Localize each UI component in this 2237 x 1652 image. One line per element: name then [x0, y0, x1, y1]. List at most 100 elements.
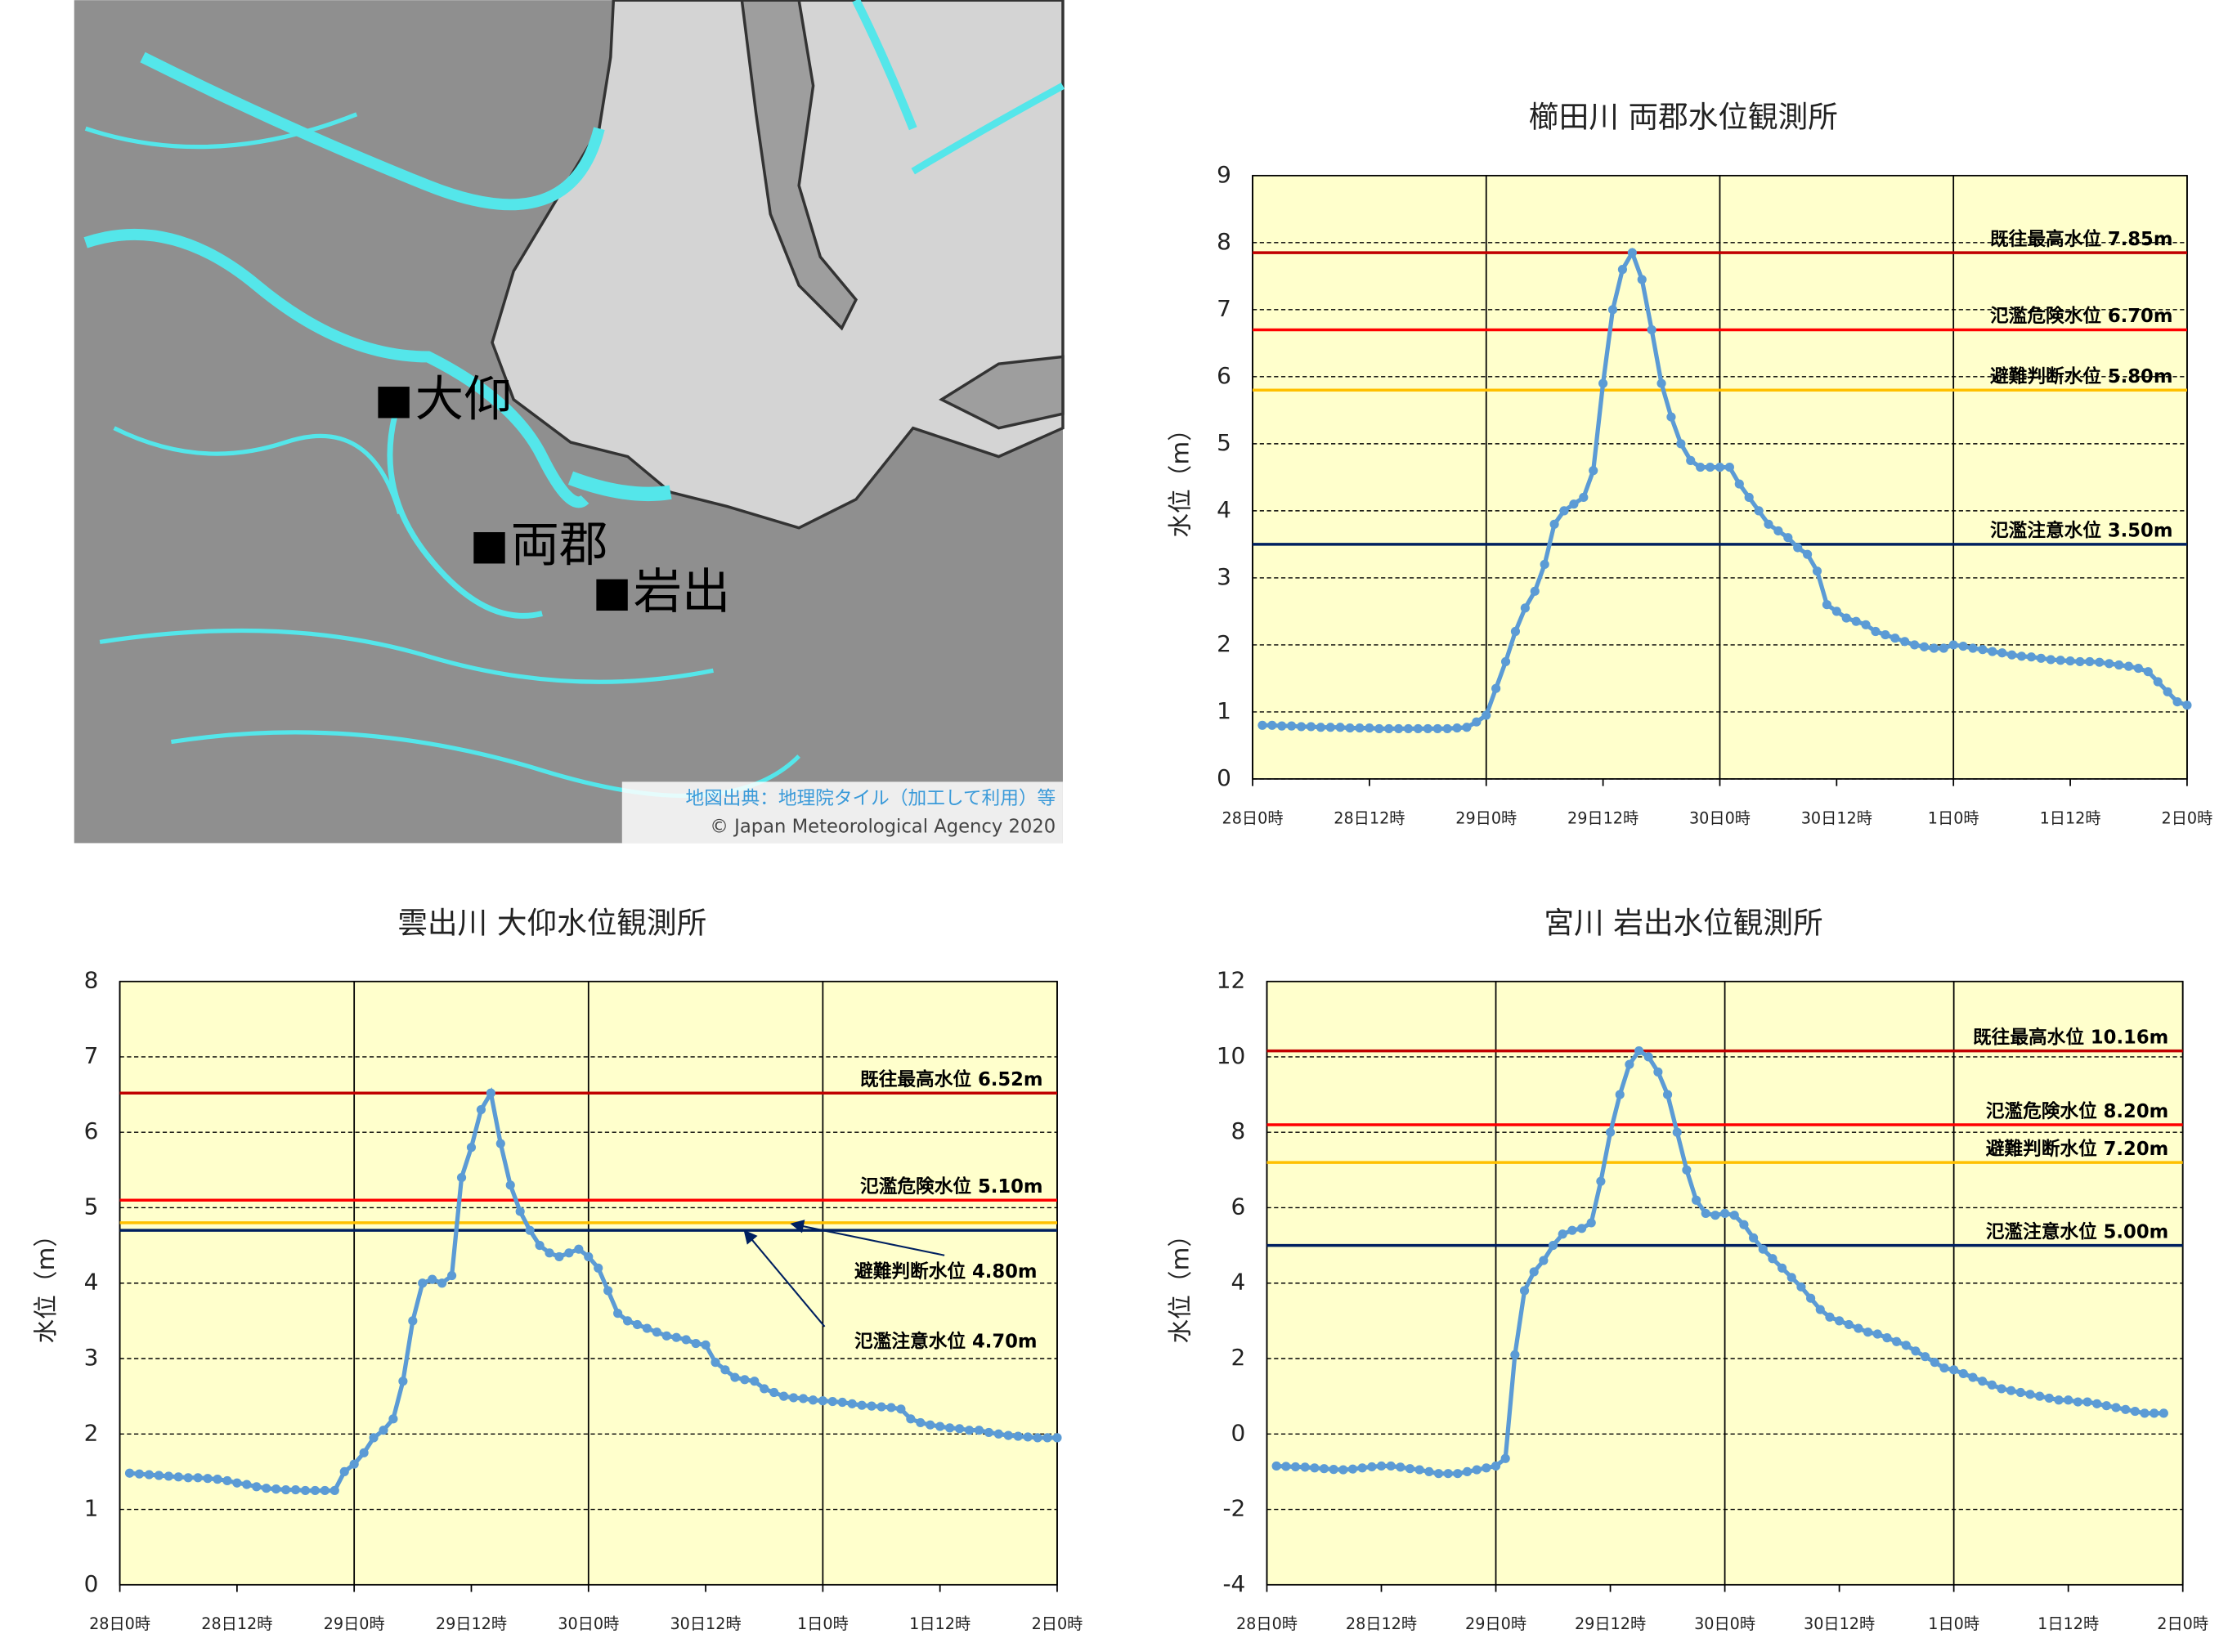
- data-point: [1462, 1466, 1473, 1476]
- data-point: [525, 1225, 535, 1235]
- data-point: [1909, 640, 1920, 650]
- data-point: [1615, 1090, 1625, 1099]
- x-tick-label: 28日0時: [1222, 808, 1284, 827]
- data-point: [1589, 466, 1598, 476]
- data-point: [1491, 683, 1501, 693]
- data-point: [1719, 1208, 1730, 1218]
- data-point: [798, 1394, 809, 1404]
- y-tick-label: 2: [84, 1419, 99, 1446]
- x-tick-label: 1日12時: [2040, 808, 2101, 827]
- data-point: [1558, 1229, 1567, 1239]
- data-point: [447, 1270, 457, 1281]
- map-credit: 地図出典：地理院タイル（加工して利用）等: [685, 788, 1056, 809]
- data-point: [1768, 1254, 1777, 1264]
- data-point: [1921, 1352, 1930, 1362]
- data-point: [1812, 566, 1822, 576]
- data-point: [1764, 519, 1773, 529]
- x-tick-label: 29日12時: [436, 1614, 507, 1633]
- data-point: [1987, 1380, 1997, 1390]
- data-point: [779, 1391, 789, 1401]
- data-point: [1374, 723, 1384, 733]
- data-point: [847, 1399, 857, 1408]
- y-tick-label: 8: [1231, 1117, 1246, 1144]
- data-point: [1929, 643, 1939, 653]
- data-point: [1666, 412, 1676, 422]
- data-point: [2095, 657, 2105, 667]
- data-point: [1414, 1465, 1424, 1475]
- x-tick-label: 28日0時: [89, 1614, 150, 1633]
- data-point: [1682, 1165, 1692, 1175]
- data-point: [681, 1335, 691, 1345]
- data-point: [926, 1420, 935, 1430]
- y-tick-label: 3: [1217, 563, 1231, 590]
- data-point: [418, 1278, 428, 1288]
- data-point: [984, 1427, 993, 1438]
- data-point: [1958, 1368, 1968, 1379]
- y-tick-label: 7: [1217, 295, 1231, 322]
- data-point: [916, 1417, 926, 1428]
- data-point: [1432, 723, 1442, 733]
- data-point: [2153, 677, 2163, 687]
- x-tick-label: 29日12時: [1575, 1614, 1646, 1633]
- data-point: [1003, 1430, 1013, 1440]
- data-point: [613, 1309, 623, 1318]
- data-point: [369, 1433, 379, 1443]
- data-point: [1773, 526, 1783, 536]
- data-point: [1345, 723, 1355, 733]
- data-point: [1744, 492, 1754, 503]
- data-point: [1519, 1286, 1530, 1296]
- data-point: [124, 1468, 135, 1478]
- data-point: [1559, 506, 1569, 516]
- data-point: [906, 1414, 916, 1424]
- data-point: [720, 1365, 730, 1375]
- data-point: [1754, 506, 1764, 516]
- data-point: [1890, 633, 1900, 643]
- data-point: [2101, 1401, 2111, 1411]
- data-point: [1306, 722, 1316, 732]
- x-tick-label: 29日0時: [324, 1614, 385, 1633]
- data-point: [2054, 1395, 2064, 1405]
- data-point: [1715, 462, 1725, 472]
- y-tick-label: 5: [84, 1193, 99, 1220]
- data-point: [1625, 1059, 1634, 1069]
- data-point: [1267, 720, 1277, 730]
- y-tick-label: 12: [1217, 967, 1246, 994]
- data-point: [671, 1332, 681, 1342]
- data-point: [213, 1475, 222, 1484]
- x-tick-label: 1日12時: [909, 1614, 971, 1633]
- data-point: [1335, 723, 1345, 732]
- data-point: [329, 1485, 339, 1496]
- data-point: [1367, 1462, 1377, 1471]
- data-point: [2055, 656, 2065, 665]
- data-point: [1296, 722, 1307, 732]
- reference-label: 既往最高水位 10.16m: [1973, 1026, 2168, 1048]
- data-point: [1394, 723, 1404, 733]
- place-marker: [596, 579, 628, 611]
- data-point: [1696, 462, 1706, 472]
- data-point: [642, 1323, 652, 1333]
- map-peninsula: [740, 0, 858, 331]
- data-point: [954, 1424, 965, 1434]
- data-point: [1472, 717, 1482, 727]
- data-point: [2121, 1404, 2131, 1414]
- data-point: [1442, 723, 1452, 733]
- data-point: [1325, 723, 1335, 732]
- data-point: [760, 1384, 769, 1394]
- data-point: [2046, 655, 2055, 665]
- y-tick-label: 7: [84, 1042, 99, 1069]
- data-point: [1424, 1466, 1434, 1476]
- y-tick-label: 0: [84, 1570, 99, 1597]
- data-point: [1939, 1363, 1949, 1373]
- y-tick-label: 10: [1217, 1042, 1246, 1069]
- data-point: [232, 1478, 242, 1488]
- data-point: [359, 1448, 369, 1457]
- data-point: [1777, 1263, 1787, 1273]
- data-point: [750, 1377, 760, 1386]
- data-point: [1257, 720, 1267, 730]
- place-label: 岩出: [634, 563, 731, 620]
- data-point: [808, 1395, 818, 1405]
- data-point: [2016, 651, 2027, 661]
- x-tick-label: 30日0時: [1689, 808, 1751, 827]
- data-point: [1338, 1465, 1348, 1475]
- data-point: [876, 1402, 886, 1412]
